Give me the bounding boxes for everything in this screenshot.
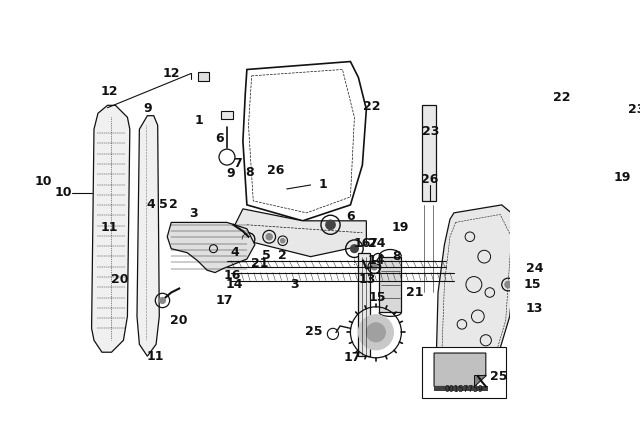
Text: 20: 20	[111, 273, 129, 286]
Circle shape	[514, 225, 518, 229]
Text: 2: 2	[169, 198, 178, 211]
Text: 16: 16	[354, 237, 371, 250]
Text: 14: 14	[226, 278, 243, 291]
Bar	[358, 253, 369, 356]
Bar	[434, 386, 488, 391]
Polygon shape	[530, 109, 575, 135]
Text: 20: 20	[170, 314, 188, 327]
Bar	[422, 347, 506, 398]
Text: 8: 8	[246, 166, 254, 179]
Circle shape	[280, 238, 285, 243]
Text: 12: 12	[163, 67, 180, 80]
Text: 26: 26	[421, 173, 439, 186]
Circle shape	[366, 323, 385, 342]
Circle shape	[266, 233, 273, 240]
Text: 22: 22	[553, 91, 570, 104]
Text: 9: 9	[227, 167, 236, 180]
Circle shape	[485, 386, 493, 394]
Text: 4: 4	[230, 246, 239, 259]
Text: 4: 4	[146, 198, 155, 211]
Circle shape	[159, 297, 166, 304]
Circle shape	[505, 281, 511, 288]
Text: 13: 13	[358, 273, 376, 286]
Text: 10: 10	[55, 186, 72, 199]
Bar	[198, 72, 209, 82]
Text: 13: 13	[525, 302, 543, 315]
Text: 00157759: 00157759	[445, 385, 484, 394]
Text: 24: 24	[525, 262, 543, 275]
Text: 22: 22	[364, 100, 381, 113]
Text: 21: 21	[252, 257, 269, 270]
Polygon shape	[235, 209, 366, 257]
Circle shape	[358, 315, 394, 350]
Text: 23: 23	[422, 125, 440, 138]
Text: 5: 5	[262, 249, 271, 262]
Text: 2: 2	[278, 249, 287, 262]
Text: 8: 8	[392, 250, 401, 263]
Bar	[379, 257, 401, 312]
Text: 6: 6	[215, 132, 223, 145]
Text: 25: 25	[305, 324, 322, 337]
Text: 3: 3	[291, 278, 299, 291]
Polygon shape	[589, 121, 631, 143]
Text: 1: 1	[195, 114, 203, 127]
Text: 12: 12	[101, 86, 118, 99]
Text: 7: 7	[368, 237, 377, 250]
Text: 21: 21	[406, 286, 424, 299]
Text: 6: 6	[346, 210, 355, 224]
Text: 10: 10	[35, 175, 52, 188]
Text: 11: 11	[101, 221, 118, 234]
Text: 11: 11	[147, 350, 164, 363]
Text: 26: 26	[266, 164, 284, 177]
Bar	[422, 105, 436, 201]
Text: 5: 5	[159, 198, 168, 211]
Text: 19: 19	[613, 171, 630, 184]
Text: 17: 17	[343, 351, 361, 364]
Text: 15: 15	[369, 291, 386, 304]
Polygon shape	[525, 149, 605, 187]
Text: 25: 25	[490, 370, 508, 383]
Text: 17: 17	[216, 294, 233, 307]
Text: 24: 24	[369, 237, 386, 250]
Text: 15: 15	[524, 278, 541, 291]
Text: 3: 3	[189, 207, 198, 220]
Text: 1: 1	[319, 178, 327, 191]
Text: 14: 14	[368, 254, 385, 267]
Polygon shape	[434, 353, 486, 387]
Polygon shape	[92, 105, 130, 352]
Text: 19: 19	[392, 221, 409, 234]
Polygon shape	[167, 222, 255, 272]
Circle shape	[371, 264, 378, 270]
Text: 16: 16	[223, 269, 241, 282]
Circle shape	[326, 220, 335, 229]
Bar	[221, 111, 232, 119]
Text: 7: 7	[233, 157, 241, 170]
Polygon shape	[436, 205, 518, 384]
Text: 9: 9	[143, 102, 152, 115]
Circle shape	[351, 245, 358, 253]
Polygon shape	[474, 375, 486, 387]
Text: 23: 23	[628, 103, 640, 116]
Polygon shape	[137, 116, 159, 356]
